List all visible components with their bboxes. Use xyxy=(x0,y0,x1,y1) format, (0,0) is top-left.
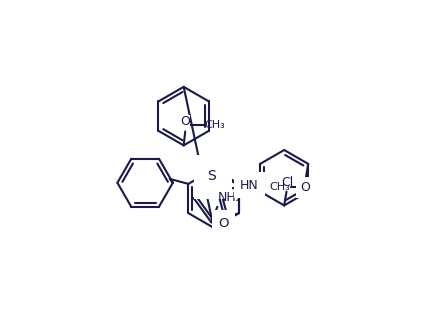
Text: CH₃: CH₃ xyxy=(204,120,225,130)
Text: CH₃: CH₃ xyxy=(269,182,290,192)
Text: O: O xyxy=(180,115,190,128)
Text: methoxy: methoxy xyxy=(198,121,204,122)
Text: NH₂: NH₂ xyxy=(218,191,242,204)
Text: O: O xyxy=(218,217,229,230)
Text: O: O xyxy=(300,181,310,194)
Text: HN: HN xyxy=(240,179,259,191)
Text: S: S xyxy=(207,169,216,183)
Text: N: N xyxy=(208,171,218,185)
Text: Cl: Cl xyxy=(281,175,294,188)
